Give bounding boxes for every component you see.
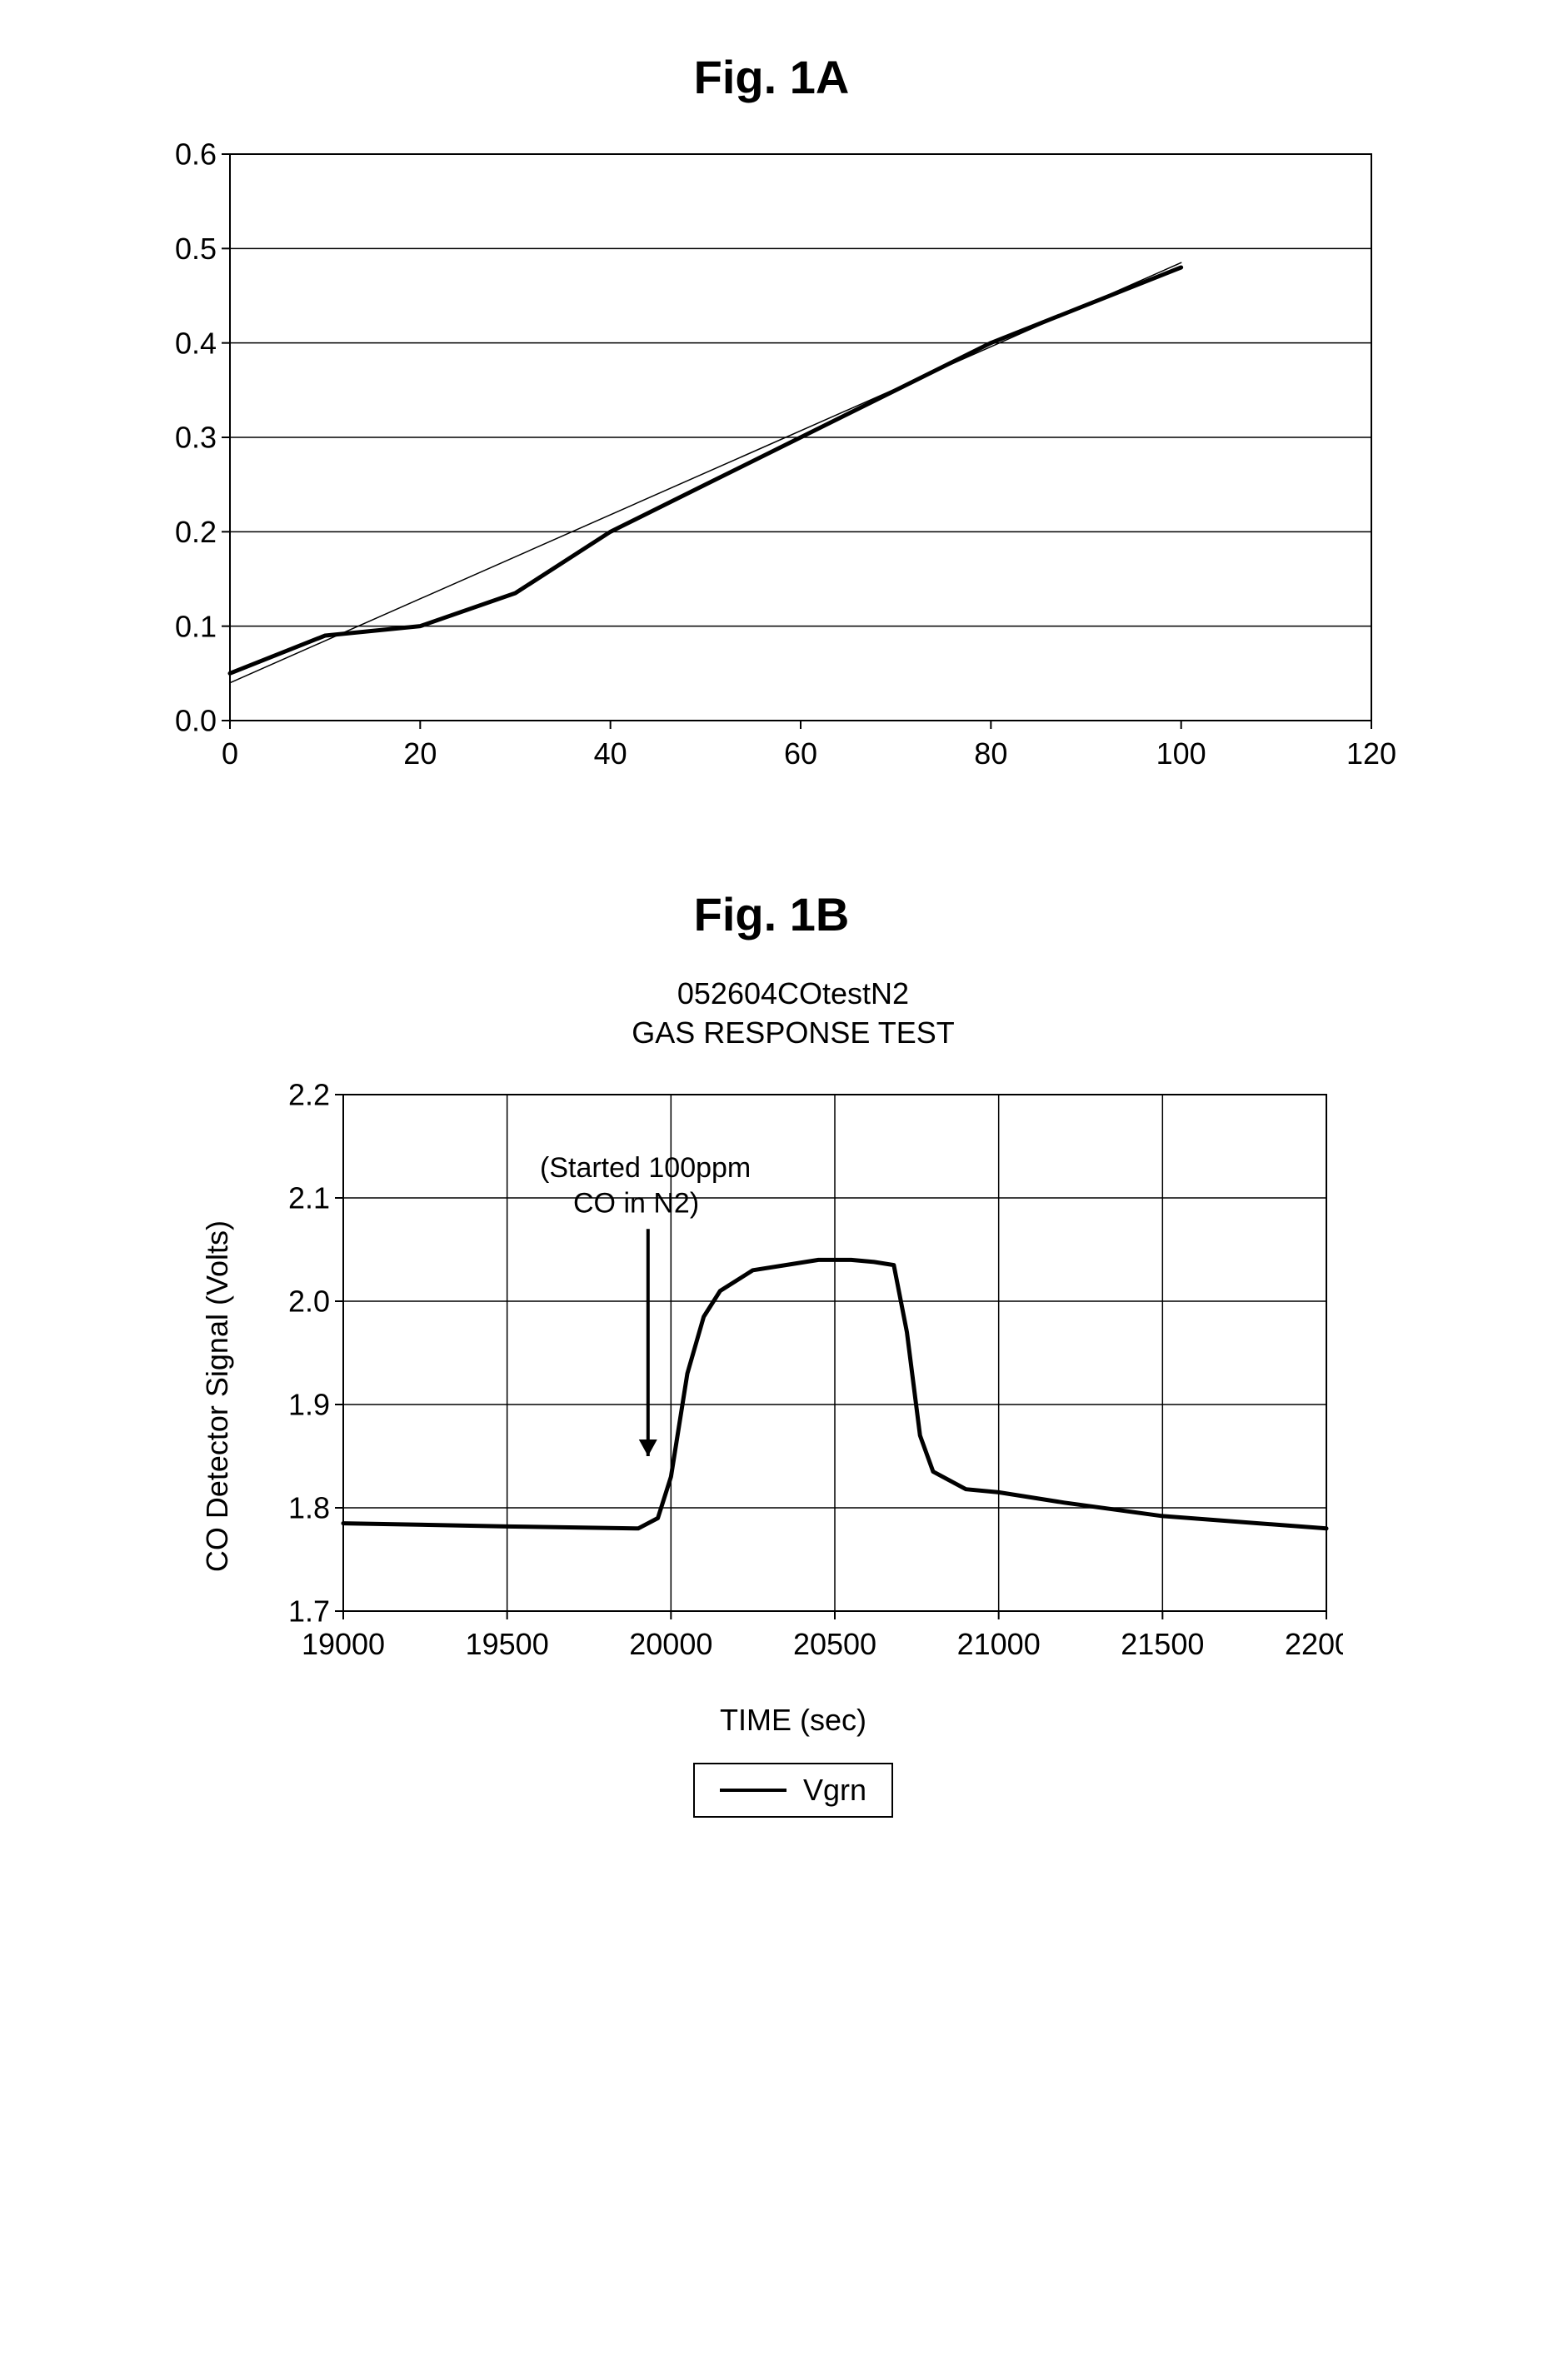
- fig-1a-plot: 0.0 0.1 0.2 0.3 0.4 0.5 0.6 0 20 40 60 80 100 120: [138, 137, 1405, 787]
- svg-text:1.7: 1.7: [288, 1594, 330, 1628]
- svg-text:20: 20: [403, 736, 437, 771]
- svg-text:19500: 19500: [466, 1627, 549, 1661]
- legend-label: Vgrn: [803, 1773, 866, 1808]
- svg-text:21000: 21000: [957, 1627, 1041, 1661]
- svg-text:60: 60: [784, 736, 817, 771]
- fig-1b-plot-col: 052604COtestN2 GAS RESPONSE TEST 1.71.81…: [243, 975, 1343, 1818]
- fig-1b-inner: CO Detector Signal (Volts) 052604COtestN…: [200, 975, 1343, 1818]
- svg-text:40: 40: [594, 736, 627, 771]
- svg-text:0.1: 0.1: [175, 609, 217, 643]
- figure-1b: Fig. 1B CO Detector Signal (Volts) 05260…: [100, 887, 1443, 1818]
- svg-text:0.6: 0.6: [175, 137, 217, 172]
- svg-text:22000: 22000: [1285, 1627, 1343, 1661]
- svg-text:0.2: 0.2: [175, 515, 217, 549]
- fig-1a-plot-col: 0.0 0.1 0.2 0.3 0.4 0.5 0.6 0 20 40 60 80 100 120: [138, 137, 1405, 787]
- figure-1a: Fig. 1A 0.0 0.1 0.2 0.3 0.4 0.5 0.6 0 20 40 60 80 10…: [100, 50, 1443, 787]
- svg-text:21500: 21500: [1121, 1627, 1204, 1661]
- legend-line-marker: [720, 1789, 786, 1792]
- fig-1b-subtitle-line2: GAS RESPONSE TEST: [632, 1014, 954, 1053]
- svg-text:0.3: 0.3: [175, 421, 217, 455]
- svg-text:2.0: 2.0: [288, 1284, 330, 1318]
- fig-1b-chart-wrap: CO Detector Signal (Volts) 052604COtestN…: [100, 975, 1443, 1818]
- fig-1b-ylabel: CO Detector Signal (Volts): [200, 1220, 235, 1572]
- svg-text:1.8: 1.8: [288, 1490, 330, 1524]
- svg-text:0: 0: [222, 736, 238, 771]
- svg-text:1.9: 1.9: [288, 1387, 330, 1421]
- fig-1b-xlabel: TIME (sec): [720, 1703, 866, 1738]
- fig-1a-title: Fig. 1A: [100, 50, 1443, 104]
- fig-1b-subtitle-line1: 052604COtestN2: [632, 975, 954, 1014]
- svg-text:80: 80: [974, 736, 1007, 771]
- svg-text:20000: 20000: [629, 1627, 712, 1661]
- svg-text:0.5: 0.5: [175, 232, 217, 266]
- svg-text:0.0: 0.0: [175, 704, 217, 738]
- fig-1b-title: Fig. 1B: [100, 887, 1443, 941]
- fig-1a-chart-wrap: 0.0 0.1 0.2 0.3 0.4 0.5 0.6 0 20 40 60 80 100 120: [100, 137, 1443, 787]
- svg-text:CO in N2): CO in N2): [573, 1187, 699, 1219]
- fig-1b-ylabel-wrap: CO Detector Signal (Volts): [200, 1220, 235, 1572]
- svg-text:100: 100: [1156, 736, 1206, 771]
- svg-text:(Started 100ppm: (Started 100ppm: [540, 1152, 751, 1184]
- fig-1b-legend: Vgrn: [693, 1763, 893, 1818]
- fig-1b-subtitle: 052604COtestN2 GAS RESPONSE TEST: [632, 975, 954, 1053]
- svg-text:2.1: 2.1: [288, 1180, 330, 1215]
- svg-text:20500: 20500: [793, 1627, 876, 1661]
- svg-text:2.2: 2.2: [288, 1078, 330, 1112]
- svg-text:0.4: 0.4: [175, 326, 217, 360]
- svg-text:120: 120: [1346, 736, 1396, 771]
- fig-1b-plot: 1.7 1.8 1.9 2.0 2.1 2.2 19000 19500 20000 20500 21…: [243, 1078, 1343, 1678]
- svg-text:19000: 19000: [302, 1627, 385, 1661]
